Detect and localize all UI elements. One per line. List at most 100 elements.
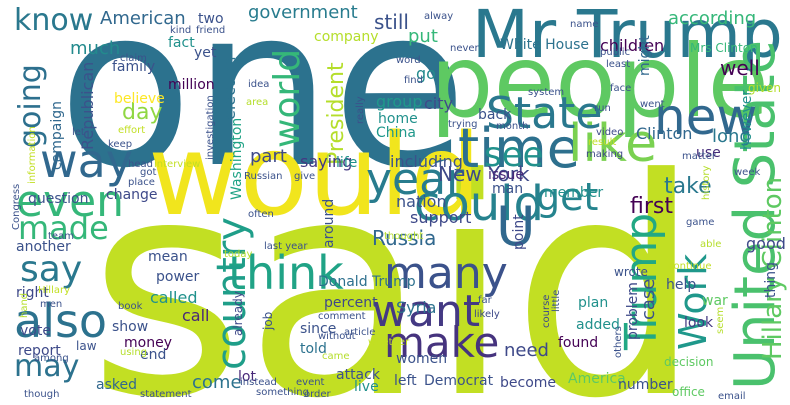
word-two: two [198,11,224,27]
word-head: head [128,159,153,170]
word-children: children [600,36,665,55]
word-result: result [588,137,617,148]
word-another: another [16,239,71,255]
word-last-year: last year [264,241,308,252]
word-according: according [668,8,757,29]
word-made: made [18,209,109,247]
word-instead: instead [240,377,277,388]
word-back: back [478,107,512,123]
word-company: company [314,29,379,45]
word-city: city [424,94,453,113]
word-use: use [696,145,721,161]
word-area: area [246,97,269,108]
word-men: men [40,299,63,310]
word-found: found [558,335,599,351]
word-number: number [618,377,673,393]
word-time: time [458,117,581,180]
word-case: case [638,278,659,320]
word-often: often [248,209,274,220]
word-public: public [600,47,631,58]
word-want: want [372,286,481,337]
word-month: month [496,121,529,132]
word-one: one [58,0,468,216]
word-attack: attack [336,367,380,383]
word-life: life [336,155,358,171]
word-go: go [416,64,436,83]
word-end: end [140,347,167,363]
word-group: group [376,92,423,111]
word-called: called [150,288,198,307]
word-keep: keep [108,139,133,150]
word-give: give [294,171,316,182]
word-even: even [16,176,125,227]
word-russian: Russian [244,171,283,182]
word-around: around [321,198,337,248]
word-others: others [613,326,624,358]
word-system: system [528,87,565,98]
word-part: part [250,146,287,167]
word-wrote: wrote [614,265,648,279]
word-president: President [324,62,349,165]
word-since: since [300,321,337,337]
word-point: point [511,214,527,250]
word-came: came [322,351,350,362]
word-nation: nation [396,192,447,211]
word-take: take [664,174,712,199]
word-alway: alway [424,11,454,22]
word-get: get [536,175,599,219]
word-video: video [596,127,624,138]
word-interview: interview [154,159,201,170]
word-state: State [486,88,603,139]
word-support: support [410,208,472,227]
word-comment: comment [318,311,366,322]
word-left: left [394,373,417,389]
word-something: something [256,387,309,398]
word-problem: problem [625,282,641,340]
word-using: using [120,347,148,358]
word-email: email [718,391,746,402]
word-white-house: White House [500,37,590,53]
word-already: already [231,291,245,336]
word-become: become [500,375,557,391]
word-call: call [182,306,210,325]
word-campaign: campaign [49,100,65,170]
word-continue: continue [668,261,712,272]
word-way: way [40,134,134,188]
word-history: history [701,165,712,200]
word-issue: issue [488,167,524,183]
word-look: look [684,315,714,331]
word-law: law [76,339,97,353]
word-man: man [492,181,524,197]
word-though: though [24,389,60,400]
word-mrs-clinton: Mrs Clinton [690,41,758,55]
word-may: may [14,349,80,384]
word-yet: yet [194,45,217,61]
word-hand: hand [19,292,30,318]
word-able: able [700,239,722,250]
word-little: little [551,289,562,312]
word-however: however [739,89,755,150]
word-question: question [28,191,89,207]
word-team: team [48,231,74,242]
word-might: might [637,35,653,76]
word-far: far [478,295,492,306]
word-many: many [384,248,508,299]
word-member: member [544,185,604,201]
word-like: like [568,114,658,174]
word-election: election [220,56,239,120]
word-first: first [630,194,673,219]
word-lot: lot [238,369,256,385]
word-power: power [156,269,200,285]
word-right: right [16,285,49,301]
word-without: without [318,331,356,342]
word-today: today [224,249,253,260]
word-put: put [408,26,438,47]
word-american: American [100,8,186,29]
word-least: least [606,59,631,70]
word-clinton: Clinton [636,124,693,143]
word-went: went [640,99,665,110]
word-matter: matter [682,151,716,162]
word-investigation: investigation [205,95,216,160]
word-game: game [686,217,715,228]
